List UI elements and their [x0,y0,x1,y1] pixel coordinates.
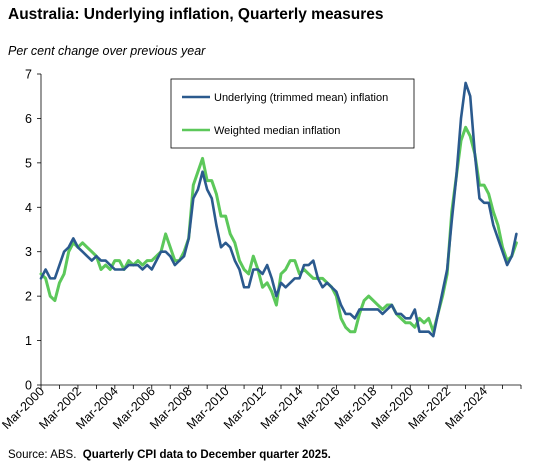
series-line-weighted-median [39,125,518,334]
y-tick-label: 5 [25,156,32,170]
y-tick-label: 3 [25,245,32,259]
source-note: Quarterly CPI data to December quarter 2… [82,449,331,461]
y-tick-label: 7 [25,68,32,82]
chart-source: Source: ABS. Quarterly CPI data to Decem… [8,449,331,461]
y-tick-label: 2 [25,290,32,304]
y-tick-label: 4 [25,201,32,215]
chart-subtitle: Per cent change over previous year [8,44,206,58]
legend-label-weighted-median: Weighted median inflation [214,125,340,137]
legend-box [170,78,415,149]
legend-label-underlying: Underlying (trimmed mean) inflation [214,92,388,104]
chart-title: Australia: Underlying inflation, Quarter… [8,6,384,23]
series-line-underlying [39,81,518,338]
y-tick-label: 0 [25,379,32,393]
chart-legend: Underlying (trimmed mean) inflation Weig… [170,78,415,149]
series-lines [39,81,518,338]
y-tick-label: 1 [25,334,32,348]
source-prefix: Source: ABS. [8,449,77,461]
y-tick-label: 6 [25,112,32,126]
